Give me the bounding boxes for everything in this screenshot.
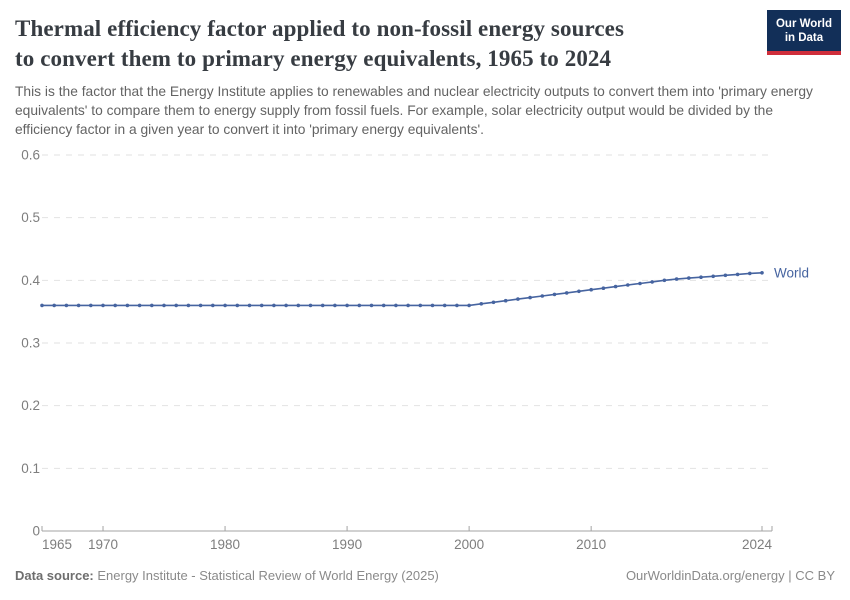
- y-axis-label: 0.3: [21, 336, 40, 351]
- data-point: [577, 289, 581, 294]
- data-point: [503, 298, 508, 303]
- data-point: [650, 280, 654, 284]
- data-point: [552, 292, 557, 297]
- data-point: [76, 303, 81, 308]
- chart-footer: Data source: Energy Institute - Statisti…: [15, 568, 835, 583]
- data-point: [223, 303, 227, 308]
- data-point: [699, 275, 703, 279]
- data-point: [52, 303, 56, 308]
- owid-logo-line-2: in Data: [784, 32, 824, 44]
- data-point: [735, 272, 740, 277]
- chart-header: Thermal efficiency factor applied to non…: [15, 14, 835, 139]
- data-point: [320, 303, 325, 308]
- series-end-label: World: [774, 265, 809, 280]
- data-point: [394, 303, 398, 308]
- data-point: [125, 303, 130, 308]
- x-axis-label: 2010: [576, 537, 606, 552]
- data-point: [137, 303, 142, 308]
- data-point: [406, 303, 410, 308]
- data-point: [760, 271, 764, 275]
- data-point: [564, 291, 569, 295]
- data-point: [308, 303, 313, 308]
- owid-logo-line-1: Our World: [775, 18, 832, 30]
- data-point: [723, 273, 728, 278]
- data-point: [150, 303, 154, 308]
- chart-subtitle: This is the factor that the Energy Insti…: [15, 84, 813, 137]
- x-axis-label: 1970: [88, 537, 118, 552]
- data-point: [186, 303, 191, 308]
- data-point: [211, 303, 215, 308]
- world-series-line: [42, 272, 763, 307]
- data-point: [247, 303, 252, 308]
- data-point: [113, 303, 117, 308]
- title-line-2: to convert them to primary energy equiva…: [15, 46, 612, 71]
- data-point: [284, 303, 288, 308]
- data-point: [687, 276, 691, 280]
- data-point: [369, 303, 374, 308]
- title-line-1: Thermal efficiency factor applied to non…: [15, 16, 625, 41]
- data-point: [101, 303, 105, 308]
- data-point: [626, 283, 630, 287]
- data-point: [418, 303, 423, 308]
- data-point: [528, 295, 532, 300]
- data-point: [516, 297, 520, 301]
- data-point: [89, 303, 93, 308]
- data-point: [748, 271, 752, 276]
- data-point: [540, 294, 545, 298]
- data-point: [272, 303, 276, 308]
- data-point: [345, 303, 349, 308]
- data-point: [198, 303, 203, 308]
- license-link: OurWorldinData.org/energy | CC BY: [625, 568, 835, 583]
- x-axis-label: 2000: [454, 537, 484, 552]
- data-point: [430, 303, 435, 308]
- x-axis-label: 1980: [210, 537, 240, 552]
- data-point: [40, 303, 44, 308]
- data-point: [259, 303, 264, 308]
- data-point: [613, 284, 618, 289]
- data-point: [674, 277, 679, 281]
- x-axis-label: 1965: [42, 537, 72, 552]
- y-axis-label: 0.2: [21, 398, 40, 413]
- data-point: [235, 303, 240, 308]
- data-point: [662, 278, 667, 283]
- data-point: [601, 286, 606, 290]
- data-point: [467, 303, 471, 308]
- data-point: [589, 287, 593, 292]
- data-point: [162, 303, 166, 308]
- data-source-note: Data source: Energy Institute - Statisti…: [15, 568, 439, 583]
- data-point: [64, 303, 69, 308]
- x-axis-label: 2024: [742, 537, 773, 552]
- y-axis-label: 0.4: [21, 273, 40, 288]
- data-point: [174, 303, 178, 308]
- y-axis-label: 0.5: [21, 210, 40, 225]
- data-point: [491, 300, 496, 305]
- page-title: Thermal efficiency factor applied to non…: [15, 14, 835, 74]
- y-axis-label: 0.1: [21, 461, 40, 476]
- data-point: [357, 303, 362, 308]
- data-point: [296, 303, 301, 308]
- data-point: [638, 281, 642, 286]
- data-point: [333, 303, 337, 308]
- data-point: [442, 303, 447, 308]
- owid-logo: Our World in Data: [766, 10, 841, 55]
- data-source-text: Energy Institute - Statistical Review of…: [93, 568, 439, 583]
- data-point: [479, 302, 484, 306]
- data-point: [455, 303, 459, 308]
- data-source-label: Data source:: [15, 568, 94, 583]
- x-axis-label: 1990: [332, 537, 362, 552]
- data-point: [381, 303, 386, 308]
- data-point: [711, 274, 715, 279]
- y-axis-label: 0: [32, 524, 40, 539]
- y-axis-label: 0.6: [21, 148, 40, 163]
- line-chart: 0 0.1 0.2 0.3 0.4 0.5 0.6 1965 1970 1980 1990 2000 2…: [21, 148, 809, 553]
